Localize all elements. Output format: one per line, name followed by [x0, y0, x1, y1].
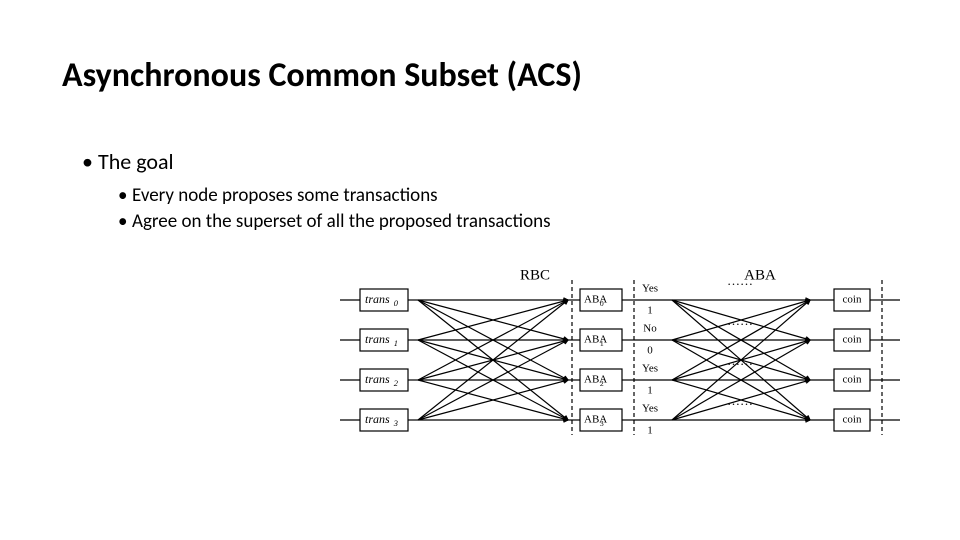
acs-diagram: RBCABAtrans0trans1trans2trans3ABA0ABA1AB…	[340, 268, 910, 443]
svg-text:ABA: ABA	[584, 414, 607, 426]
svg-text:coin: coin	[843, 294, 862, 306]
svg-text:3: 3	[393, 419, 398, 428]
svg-text:……: ……	[727, 353, 753, 368]
svg-text:1: 1	[394, 339, 398, 348]
svg-text:coin: coin	[843, 374, 862, 386]
svg-text:2: 2	[600, 379, 604, 388]
svg-text:Yes: Yes	[642, 403, 658, 415]
svg-text:trans: trans	[365, 292, 390, 306]
svg-text:1: 1	[647, 385, 653, 397]
svg-text:ABA: ABA	[584, 374, 607, 386]
svg-text:3: 3	[600, 419, 604, 428]
svg-text:Yes: Yes	[642, 363, 658, 375]
svg-text:……: ……	[727, 393, 753, 408]
svg-text:0: 0	[600, 299, 604, 308]
svg-text:0: 0	[647, 345, 653, 357]
svg-text:ABA: ABA	[584, 294, 607, 306]
svg-text:Yes: Yes	[642, 283, 658, 295]
svg-text:trans: trans	[365, 412, 390, 426]
svg-text:coin: coin	[843, 414, 862, 426]
svg-text:coin: coin	[843, 334, 862, 346]
svg-text:No: No	[643, 323, 657, 335]
svg-text:trans: trans	[365, 332, 390, 346]
bullet-sub-1: Every node proposes some transactions	[132, 184, 438, 207]
svg-text:ABA: ABA	[584, 334, 607, 346]
svg-text:……: ……	[727, 273, 753, 288]
svg-text:RBC: RBC	[520, 268, 550, 283]
svg-text:1: 1	[647, 425, 653, 437]
svg-text:1: 1	[647, 305, 653, 317]
bullet-sub-2: Agree on the superset of all the propose…	[132, 210, 551, 233]
slide-title: Asynchronous Common Subset (ACS)	[62, 55, 582, 96]
bullet-goal: The goal	[98, 148, 174, 175]
svg-text:2: 2	[394, 379, 398, 388]
svg-text:1: 1	[600, 339, 604, 348]
svg-text:trans: trans	[365, 372, 390, 386]
svg-text:……: ……	[727, 313, 753, 328]
